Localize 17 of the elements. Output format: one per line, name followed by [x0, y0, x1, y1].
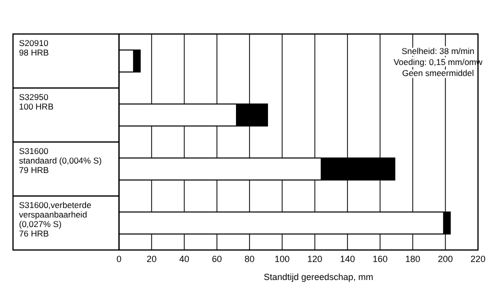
y-tick-label: S32950 100 HRB: [19, 92, 54, 112]
x-tick-label: 60: [212, 254, 222, 264]
y-tick-label: S31600 standaard (0,004% S) 79 HRB: [19, 146, 102, 175]
x-axis-title: Standtijd gereedschap, mm: [264, 272, 374, 282]
y-tick-label: S31600,verbeterde verspaanbaarheid (0,027% S) 76 HRB: [19, 200, 92, 238]
x-tick-label: 180: [405, 254, 420, 264]
x-tick-label: 160: [372, 254, 388, 264]
x-tick-label: 80: [244, 254, 255, 264]
x-tick-label: 0: [116, 254, 122, 264]
x-tick-label: 140: [340, 254, 355, 264]
x-tick-label: 100: [274, 254, 290, 264]
x-tick-label: 200: [438, 254, 453, 264]
y-tick-label: S20910 98 HRB: [19, 38, 50, 58]
x-tick-label: 40: [179, 254, 190, 264]
x-tick-label: 120: [307, 254, 322, 264]
x-tick-label: 220: [470, 254, 486, 264]
x-tick-label: 20: [146, 254, 157, 264]
